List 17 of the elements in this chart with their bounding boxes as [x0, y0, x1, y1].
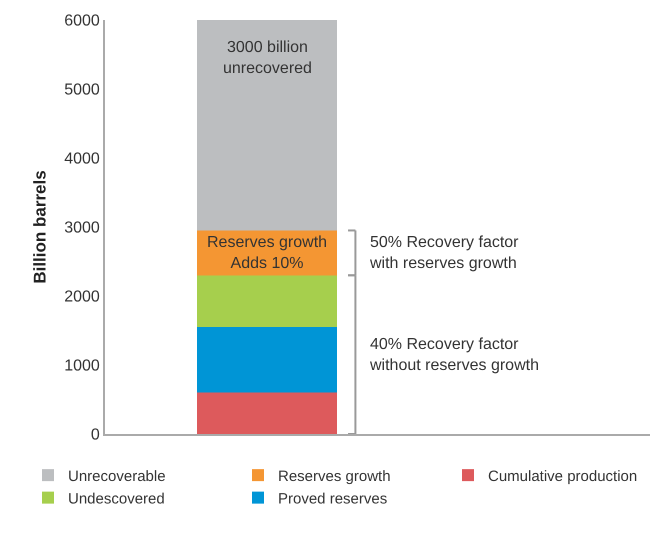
- legend-label: Unrecoverable: [68, 468, 166, 485]
- y-tick-label: 5000: [64, 82, 100, 99]
- y-axis-title: Billion barrels: [30, 170, 50, 284]
- y-tick-label: 6000: [64, 12, 100, 30]
- legend-label: Cumulative production: [488, 468, 638, 485]
- legend-label: Proved reserves: [278, 490, 388, 508]
- annotation: Reserves growth Adds 10%: [207, 234, 328, 272]
- annotation: 40% Recovery factor without reserves growth: [369, 336, 539, 374]
- annotation: 3000 billion unrecovered: [223, 39, 312, 77]
- annotation: 50% Recovery factor with reserves growth: [369, 234, 520, 272]
- legend-label: Reserves growth: [278, 468, 391, 485]
- y-tick-label: 0: [90, 426, 100, 444]
- legend-label: Undescovered: [68, 490, 165, 508]
- y-tick-label: 2000: [64, 288, 100, 306]
- y-tick-label: 4000: [64, 150, 100, 168]
- y-tick-label: 1000: [64, 358, 100, 375]
- y-tick-label: 3000: [64, 220, 100, 237]
